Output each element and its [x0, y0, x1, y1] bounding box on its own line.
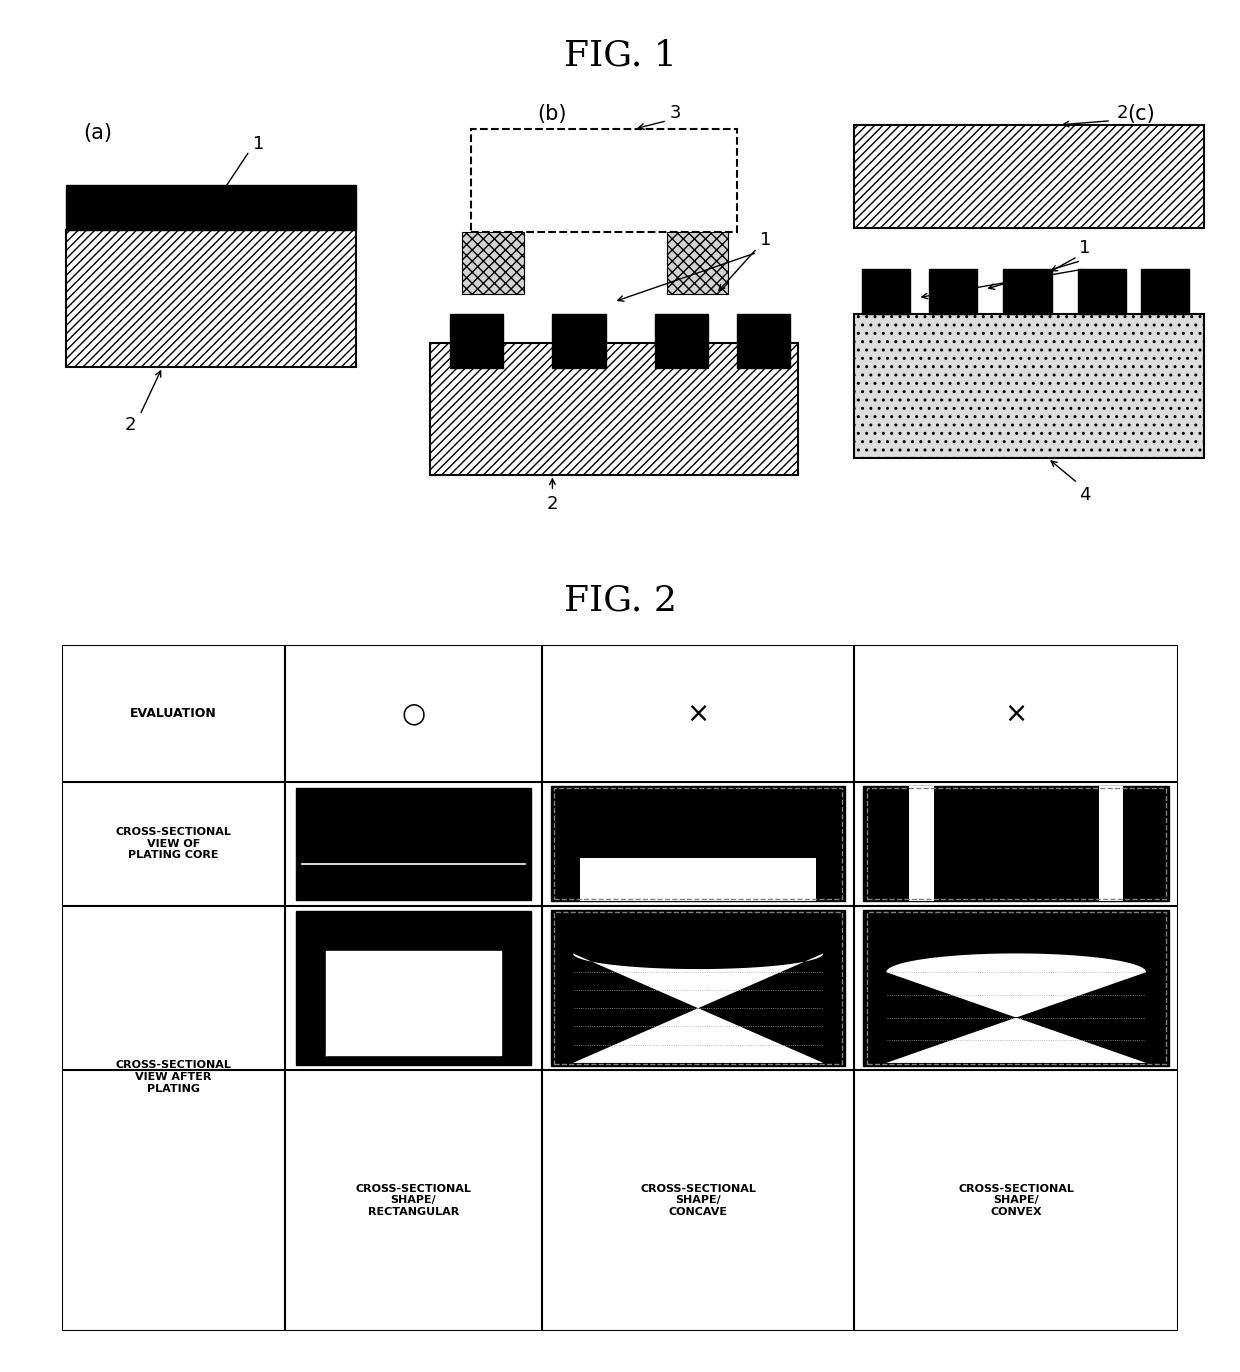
Bar [655, 314, 708, 368]
Text: ○: ○ [402, 700, 425, 727]
Bar [867, 788, 1166, 900]
Text: CROSS-SECTIONAL
VIEW AFTER
PLATING: CROSS-SECTIONAL VIEW AFTER PLATING [115, 1061, 232, 1093]
Bar [430, 343, 799, 475]
Bar [863, 786, 1169, 901]
Text: FIG. 2: FIG. 2 [563, 583, 677, 617]
Polygon shape [573, 954, 823, 1063]
Text: 3: 3 [670, 103, 681, 122]
Text: (b): (b) [538, 104, 567, 125]
Text: 1: 1 [1079, 239, 1091, 258]
Polygon shape [326, 951, 501, 1055]
Text: FIG. 1: FIG. 1 [563, 38, 677, 73]
Text: (a): (a) [83, 123, 113, 144]
Bar [450, 314, 503, 368]
Text: 2: 2 [124, 416, 136, 435]
Bar [551, 786, 846, 901]
Bar [66, 185, 356, 229]
Text: 2: 2 [547, 494, 558, 513]
Bar [471, 129, 737, 232]
Text: 1: 1 [760, 230, 771, 250]
Bar [867, 911, 1166, 1065]
Bar [551, 910, 846, 1066]
Bar [854, 314, 1204, 458]
Bar [737, 314, 790, 368]
Text: (c): (c) [1127, 104, 1154, 125]
Bar [296, 788, 531, 900]
Text: EVALUATION: EVALUATION [130, 707, 217, 720]
Bar [296, 911, 531, 1065]
Bar [854, 125, 1204, 228]
Text: 4: 4 [1079, 486, 1091, 505]
Bar [1078, 269, 1126, 314]
Text: CROSS-SECTIONAL
SHAPE/
CONVEX: CROSS-SECTIONAL SHAPE/ CONVEX [959, 1184, 1074, 1217]
Bar [863, 910, 1169, 1066]
Bar [554, 788, 842, 900]
Bar [862, 269, 910, 314]
Bar [1003, 269, 1052, 314]
Polygon shape [909, 786, 934, 901]
Bar [1141, 269, 1189, 314]
Text: CROSS-SECTIONAL
SHAPE/
RECTANGULAR: CROSS-SECTIONAL SHAPE/ RECTANGULAR [356, 1184, 471, 1217]
Bar [66, 229, 356, 366]
Text: 2: 2 [1116, 103, 1128, 122]
Text: ×: × [687, 700, 709, 727]
Bar [667, 232, 728, 294]
Bar [554, 911, 842, 1065]
Bar [929, 269, 977, 314]
Text: ×: × [1004, 700, 1028, 727]
Polygon shape [580, 858, 816, 901]
Text: CROSS-SECTIONAL
SHAPE/
CONCAVE: CROSS-SECTIONAL SHAPE/ CONCAVE [640, 1184, 756, 1217]
Text: 1: 1 [253, 134, 265, 154]
Text: CROSS-SECTIONAL
VIEW OF
PLATING CORE: CROSS-SECTIONAL VIEW OF PLATING CORE [115, 827, 232, 860]
Bar [463, 232, 523, 294]
Polygon shape [1099, 786, 1123, 901]
Polygon shape [887, 954, 1146, 1063]
Bar [553, 314, 605, 368]
